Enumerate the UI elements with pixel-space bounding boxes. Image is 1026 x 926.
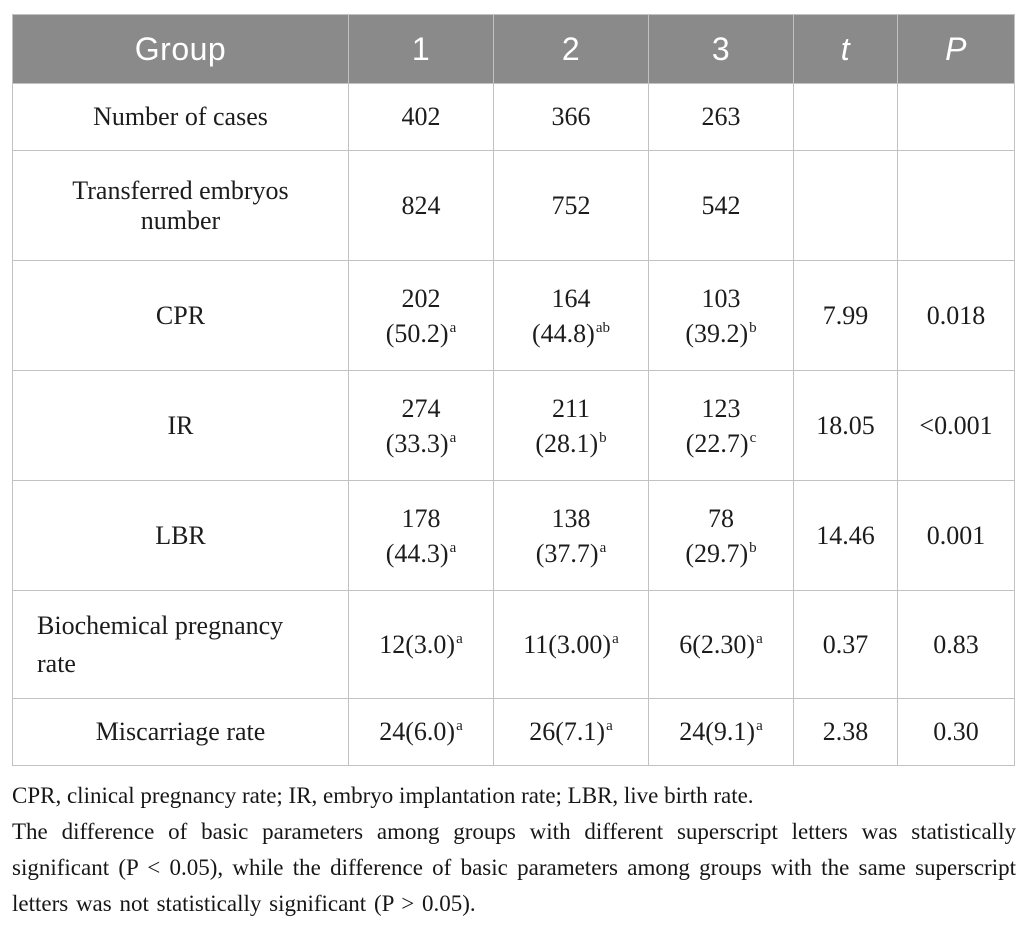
data-cell: 0.001 [897,480,1015,591]
superscript-marker: a [456,630,463,647]
data-cell: 202 (50.2)a [348,260,494,371]
data-cell: 211 (28.1)b [493,370,649,481]
row-biochemical-pregnancy-rate: Biochemical pregnancy rate 12(3.0)a 11(3… [12,590,1015,699]
superscript-marker: b [749,319,757,336]
superscript-marker: ab [595,319,610,336]
data-cell: 7.99 [793,260,898,371]
header-cell-3: 3 [648,14,794,84]
data-cell: 24(9.1)a [648,698,794,766]
header-cell-1: 1 [348,14,494,84]
data-cell: 103 (39.2)b [648,260,794,371]
row-label: LBR [12,480,349,591]
data-cell: 2.38 [793,698,898,766]
data-cell: <0.001 [897,370,1015,481]
superscript-marker: a [612,630,619,647]
header-cell-2: 2 [493,14,649,84]
row-label: CPR [12,260,349,371]
data-cell: 0.37 [793,590,898,699]
data-cell-empty [897,150,1015,261]
data-cell-empty [793,83,898,151]
table-footnotes: CPR, clinical pregnancy rate; IR, embryo… [12,778,1016,922]
superscript-marker: a [606,718,613,735]
row-ir: IR 274 (33.3)a 211 (28.1)b 123 (22.7)c 1… [12,370,1015,481]
row-cpr: CPR 202 (50.2)a 164 (44.8)ab 103 (39.2)b… [12,260,1015,371]
data-cell: 0.018 [897,260,1015,371]
data-cell: 14.46 [793,480,898,591]
header-row: Group 1 2 3 t P [12,14,1015,84]
data-cell: 11(3.00)a [493,590,649,699]
data-cell: 26(7.1)a [493,698,649,766]
data-cell: 18.05 [793,370,898,481]
header-cell-group: Group [12,14,349,84]
table-body: Number of cases 402 366 263 Transferred … [12,83,1015,766]
row-label: Biochemical pregnancy rate [12,590,349,699]
data-cell: 752 [493,150,649,261]
row-label: Transferred embryos number [12,150,349,261]
table-header: Group 1 2 3 t P [12,14,1015,84]
row-label: IR [12,370,349,481]
data-cell: 78 (29.7)b [648,480,794,591]
data-cell: 542 [648,150,794,261]
row-transferred-embryos: Transferred embryos number 824 752 542 [12,150,1015,261]
superscript-marker: a [599,539,607,556]
superscript-marker: c [749,429,757,446]
footnote-significance: The difference of basic parameters among… [12,819,1016,916]
superscript-marker: b [749,539,757,556]
data-cell: 0.83 [897,590,1015,699]
header-cell-p: P [897,14,1015,84]
superscript-marker: a [456,718,463,735]
superscript-marker: a [449,319,457,336]
data-cell: 0.30 [897,698,1015,766]
superscript-marker: a [449,539,457,556]
superscript-marker: a [756,630,763,647]
row-label: Miscarriage rate [12,698,349,766]
data-cell: 123 (22.7)c [648,370,794,481]
data-cell: 263 [648,83,794,151]
data-cell: 402 [348,83,494,151]
data-cell: 178 (44.3)a [348,480,494,591]
footnote-abbreviations: CPR, clinical pregnancy rate; IR, embryo… [12,783,754,808]
data-cell: 824 [348,150,494,261]
row-miscarriage-rate: Miscarriage rate 24(6.0)a 26(7.1)a 24(9.… [12,698,1015,766]
data-cell: 12(3.0)a [348,590,494,699]
header-cell-t: t [793,14,898,84]
superscript-marker: a [756,718,763,735]
data-cell-empty [793,150,898,261]
superscript-marker: a [449,429,457,446]
data-cell: 366 [493,83,649,151]
superscript-marker: b [599,429,607,446]
row-lbr: LBR 178 (44.3)a 138 (37.7)a 78 (29.7)b 1… [12,480,1015,591]
data-cell: 274 (33.3)a [348,370,494,481]
results-table: Group 1 2 3 t P Number of cases 402 366 … [12,14,1015,766]
data-cell-empty [897,83,1015,151]
data-cell: 6(2.30)a [648,590,794,699]
data-cell: 138 (37.7)a [493,480,649,591]
row-number-of-cases: Number of cases 402 366 263 [12,83,1015,151]
data-cell: 164 (44.8)ab [493,260,649,371]
row-label: Number of cases [12,83,349,151]
data-cell: 24(6.0)a [348,698,494,766]
